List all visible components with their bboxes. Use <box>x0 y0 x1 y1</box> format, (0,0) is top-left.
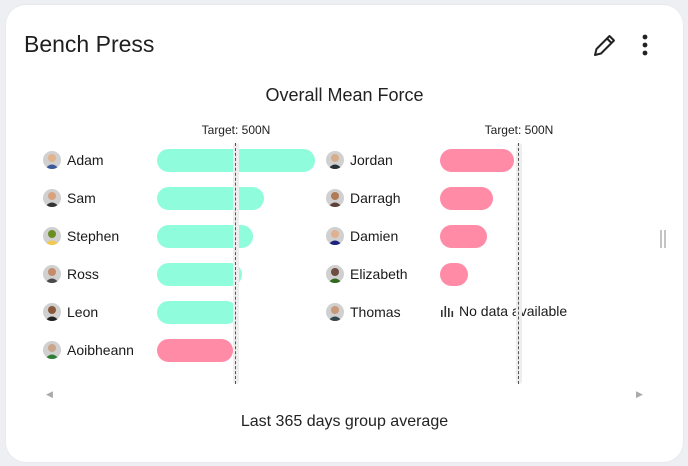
force-bar[interactable] <box>157 225 254 248</box>
drag-handle-icon <box>660 230 666 248</box>
force-bar[interactable] <box>440 149 515 172</box>
chart-title: Overall Mean Force <box>265 85 424 105</box>
force-bar[interactable] <box>440 187 493 210</box>
no-data-text: No data available <box>459 303 568 319</box>
avatar <box>326 265 344 283</box>
athlete-name: Adam <box>67 152 104 168</box>
athlete-row[interactable]: Stephen <box>43 224 119 248</box>
avatar <box>326 303 344 321</box>
athlete-row[interactable]: Ross <box>43 262 99 286</box>
athlete-row[interactable]: Sam <box>43 186 96 210</box>
athlete-row[interactable]: Thomas <box>326 300 401 324</box>
pencil-icon <box>594 35 615 56</box>
avatar <box>326 151 344 169</box>
footer-caption: Last 365 days group average <box>240 413 449 430</box>
more-options-button[interactable] <box>636 31 654 59</box>
athlete-row[interactable]: Jordan <box>326 148 393 172</box>
scroll-right-arrow[interactable]: ▶ <box>636 389 643 399</box>
force-bar[interactable] <box>157 187 265 210</box>
athlete-name: Damien <box>350 228 399 244</box>
target-line <box>516 143 522 384</box>
avatar <box>326 227 344 245</box>
no-data-message: No data available <box>440 303 567 319</box>
athlete-row[interactable]: Darragh <box>326 186 401 210</box>
bar-chart-icon <box>441 306 454 317</box>
athlete-name: Leon <box>67 304 99 320</box>
target-label: Target: 500N <box>201 123 271 137</box>
force-bar[interactable] <box>157 301 238 324</box>
athlete-name: Ross <box>67 266 99 282</box>
target-label: Target: 500N <box>484 123 554 137</box>
force-bar[interactable] <box>440 225 488 248</box>
athlete-name: Aoibheann <box>67 342 134 358</box>
force-bar[interactable] <box>440 263 469 286</box>
athlete-row[interactable]: Leon <box>43 300 98 324</box>
avatar <box>43 341 61 359</box>
athlete-name: Darragh <box>350 190 401 206</box>
avatar <box>43 303 61 321</box>
athlete-row[interactable]: Aoibheann <box>43 338 134 362</box>
athlete-row[interactable]: Damien <box>326 224 398 248</box>
bench-press-card: Bench Press Overall Mean Force Target: 5… <box>6 5 683 462</box>
avatar <box>43 265 61 283</box>
scroll-handle[interactable] <box>659 229 667 249</box>
scroll-left-arrow[interactable]: ◀ <box>46 389 53 399</box>
athlete-name: Sam <box>67 190 96 206</box>
athlete-name: Stephen <box>67 228 120 244</box>
athlete-name: Jordan <box>350 152 393 168</box>
card-title: Bench Press <box>24 31 155 57</box>
target-line <box>233 143 239 384</box>
edit-button[interactable] <box>591 31 619 59</box>
more-vert-icon <box>642 34 648 56</box>
force-bar[interactable] <box>157 339 233 362</box>
athlete-row[interactable]: Elizabeth <box>326 262 408 286</box>
athlete-row[interactable]: Adam <box>43 148 104 172</box>
athlete-name: Elizabeth <box>350 266 408 282</box>
avatar <box>326 189 344 207</box>
avatar <box>43 227 61 245</box>
avatar <box>43 189 61 207</box>
force-bar[interactable] <box>157 263 243 286</box>
athlete-name: Thomas <box>350 304 401 320</box>
avatar <box>43 151 61 169</box>
